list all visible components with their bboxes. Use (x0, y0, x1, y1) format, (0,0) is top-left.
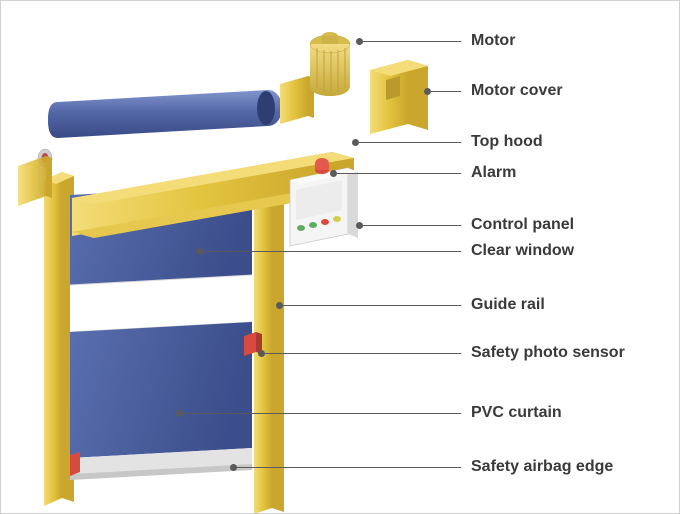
roller (38, 90, 282, 167)
clear-window (70, 275, 252, 332)
label-pvc-curtain: PVC curtain (176, 404, 562, 422)
left-guide-rail (44, 172, 74, 506)
label-text: Top hood (471, 133, 543, 151)
safety-photo-sensor-left (70, 452, 80, 476)
pvc-curtain-lower (70, 322, 252, 458)
motor (310, 32, 350, 96)
label-top-hood: Top hood (352, 133, 543, 151)
leader-line (265, 353, 461, 354)
leader-line (283, 305, 461, 306)
diagram-stage: Motor Motor cover Top hood Alarm Control… (0, 0, 680, 514)
label-guide-rail: Guide rail (276, 296, 545, 314)
leader-line (337, 173, 461, 174)
label-text: Motor (471, 32, 515, 50)
label-text: Guide rail (471, 296, 545, 314)
leader-line (203, 251, 461, 252)
label-text: Safety photo sensor (471, 344, 625, 362)
leader-line (237, 467, 461, 468)
leader-line (363, 225, 461, 226)
label-text: Control panel (471, 216, 574, 234)
leader-dot (352, 139, 359, 146)
leader-dot (196, 248, 203, 255)
leader-line (431, 91, 461, 92)
motor-cover (370, 60, 428, 134)
leader-dot (230, 464, 237, 471)
leader-dot (330, 170, 337, 177)
bracket-right (280, 76, 314, 124)
label-text: PVC curtain (471, 404, 562, 422)
label-safety-photo-sensor: Safety photo sensor (258, 344, 625, 362)
label-motor: Motor (356, 32, 515, 50)
label-control-panel: Control panel (356, 216, 574, 234)
label-safety-airbag-edge: Safety airbag edge (230, 458, 613, 476)
label-motor-cover: Motor cover (424, 82, 563, 100)
leader-line (359, 142, 461, 143)
leader-dot (356, 222, 363, 229)
label-text: Clear window (471, 242, 574, 260)
label-alarm: Alarm (330, 164, 516, 182)
label-text: Motor cover (471, 82, 563, 100)
leader-dot (356, 38, 363, 45)
leader-dot (276, 302, 283, 309)
leader-line (363, 41, 461, 42)
leader-dot (176, 410, 183, 417)
leader-dot (258, 350, 265, 357)
label-text: Safety airbag edge (471, 458, 613, 476)
label-text: Alarm (471, 164, 516, 182)
leader-line (183, 413, 461, 414)
label-clear-window: Clear window (196, 242, 574, 260)
leader-dot (424, 88, 431, 95)
